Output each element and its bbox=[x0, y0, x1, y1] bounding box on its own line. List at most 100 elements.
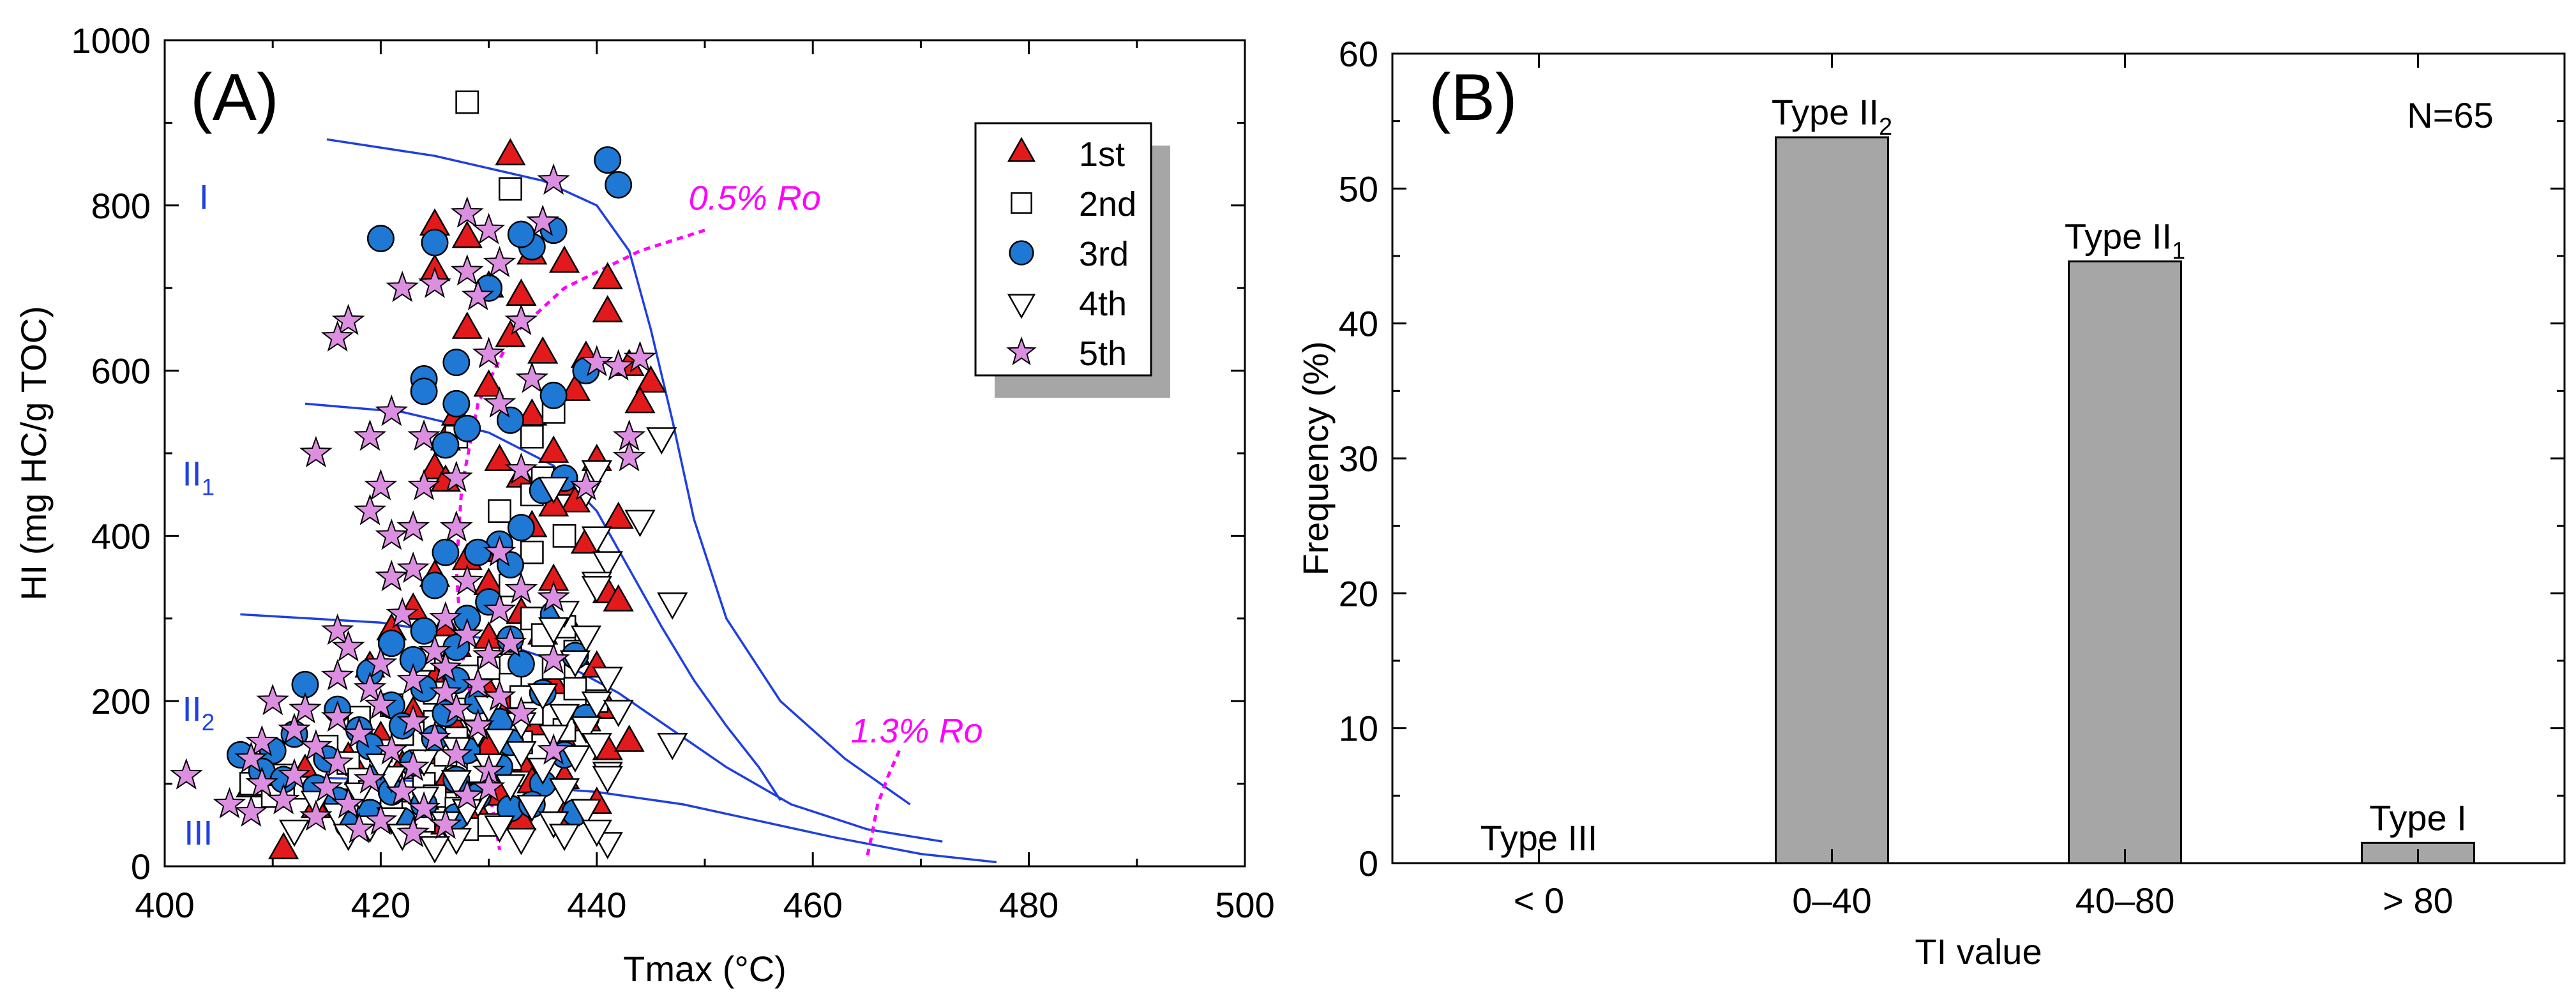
x-tick-label: 0–40 bbox=[1792, 880, 1872, 921]
point-5th bbox=[278, 712, 311, 744]
bar-type-label-subscript: 1 bbox=[2172, 237, 2185, 264]
point-5th bbox=[213, 787, 246, 818]
point-3rd bbox=[605, 170, 633, 199]
y-tick-label: 50 bbox=[1339, 169, 1378, 209]
panel-b-frame bbox=[1391, 52, 2566, 864]
point-5th bbox=[483, 535, 516, 567]
panel-b-x-axis-title: TI value bbox=[1915, 931, 2042, 972]
point-5th bbox=[364, 469, 398, 501]
point-2nd bbox=[552, 523, 576, 548]
bar-type-label: Type II1 bbox=[2065, 216, 2185, 264]
x-tick-label: 400 bbox=[135, 885, 194, 925]
point-5th bbox=[429, 808, 462, 840]
x-tick-label: 500 bbox=[1215, 885, 1274, 925]
point-4th bbox=[581, 691, 612, 719]
panel-a-points bbox=[169, 90, 688, 864]
series-5th bbox=[169, 163, 657, 848]
point-4th bbox=[343, 782, 375, 810]
point-1st bbox=[267, 832, 299, 860]
bar-type-label: Type II2 bbox=[1772, 92, 1892, 140]
y-tick-label: 10 bbox=[1339, 709, 1378, 749]
y-tick-label: 30 bbox=[1339, 439, 1378, 479]
y-tick-label: 200 bbox=[91, 681, 151, 721]
legend-label: 4th bbox=[1079, 285, 1127, 323]
point-5th bbox=[234, 741, 268, 773]
point-5th bbox=[493, 626, 527, 658]
bar-type-label: Type I bbox=[2369, 797, 2467, 838]
panel-a-y-axis-title: HI (mg HC/g TOC) bbox=[13, 306, 54, 601]
panel-a-ticks: 400 420 440 460 480 500 0 200 400 600 800 1000 bbox=[71, 20, 1274, 925]
point-5th bbox=[375, 518, 409, 550]
point-2nd bbox=[488, 499, 511, 523]
kerogen-type-label-iii-base: III bbox=[184, 814, 213, 852]
point-5th bbox=[450, 196, 484, 228]
point-5th bbox=[461, 278, 495, 311]
x-tick-label: 420 bbox=[351, 885, 411, 925]
point-5th bbox=[623, 341, 657, 373]
point-3rd bbox=[442, 349, 471, 377]
point-5th bbox=[375, 733, 409, 765]
bar-2 bbox=[2068, 260, 2182, 864]
point-4th bbox=[419, 836, 451, 864]
y-tick-label: 400 bbox=[91, 516, 151, 556]
point-4th bbox=[646, 427, 677, 455]
point-5th bbox=[407, 419, 441, 451]
point-1st bbox=[614, 725, 645, 752]
point-4th bbox=[559, 650, 591, 678]
point-5th bbox=[353, 419, 387, 451]
x-tick-label: 460 bbox=[783, 885, 842, 925]
point-5th bbox=[601, 349, 635, 381]
point-1st bbox=[635, 365, 667, 393]
point-5th bbox=[439, 510, 473, 542]
point-5th bbox=[278, 758, 311, 790]
point-1st bbox=[473, 369, 504, 397]
point-4th bbox=[592, 765, 623, 794]
point-5th bbox=[461, 708, 495, 740]
x-tick-label: < 0 bbox=[1514, 880, 1564, 921]
point-5th bbox=[472, 770, 506, 802]
point-4th bbox=[581, 460, 612, 488]
ro-label: 0.5% Ro bbox=[689, 179, 821, 217]
point-5th bbox=[353, 493, 387, 525]
panel-a-label: (A) bbox=[190, 61, 279, 135]
point-5th bbox=[331, 787, 365, 818]
point-5th bbox=[320, 659, 354, 691]
point-3rd bbox=[1009, 240, 1034, 266]
point-1st bbox=[495, 138, 526, 166]
kerogen-type-label-iii: III bbox=[184, 814, 213, 852]
kerogen-type-label-ii1-base: II bbox=[183, 455, 202, 493]
point-1st bbox=[592, 262, 623, 290]
point-4th bbox=[570, 716, 602, 744]
kerogen-type-label-ii2-subscript: 2 bbox=[202, 709, 215, 735]
point-5th bbox=[299, 799, 333, 831]
point-1st bbox=[603, 501, 634, 529]
point-1st bbox=[548, 245, 580, 273]
point-5th bbox=[364, 646, 398, 678]
legend-items: 1st 2nd 3rd 4th 5th bbox=[1006, 135, 1136, 373]
point-5th bbox=[472, 336, 506, 368]
point-1st bbox=[451, 312, 483, 339]
point-3rd bbox=[421, 229, 449, 257]
point-4th bbox=[592, 551, 623, 579]
point-1st bbox=[592, 295, 623, 322]
point-5th bbox=[537, 642, 570, 674]
point-4th bbox=[548, 824, 580, 852]
point-4th bbox=[548, 778, 580, 806]
point-4th bbox=[657, 733, 688, 760]
point-5th bbox=[472, 638, 506, 670]
point-1st bbox=[495, 319, 526, 347]
kerogen-type-label-ii2: II2 bbox=[183, 690, 215, 735]
point-5th bbox=[299, 435, 333, 467]
point-5th bbox=[569, 469, 603, 501]
legend-label: 2nd bbox=[1079, 185, 1136, 223]
panel-a-x-axis-title: Tmax (°C) bbox=[623, 949, 787, 989]
point-5th bbox=[386, 597, 419, 629]
point-4th bbox=[581, 819, 612, 847]
point-3rd bbox=[507, 650, 535, 678]
x-tick-label: 440 bbox=[567, 885, 626, 925]
point-2nd bbox=[520, 540, 544, 564]
point-3rd bbox=[539, 381, 568, 409]
